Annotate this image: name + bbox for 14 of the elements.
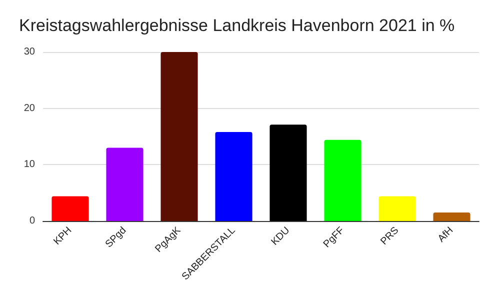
bar bbox=[215, 132, 252, 221]
bar bbox=[160, 52, 198, 221]
bar bbox=[270, 124, 307, 221]
bar bbox=[324, 140, 362, 221]
x-tick-label: AfH bbox=[436, 225, 456, 245]
y-tick-label: 0 bbox=[29, 216, 36, 226]
bar bbox=[378, 196, 416, 221]
y-tick-label: 20 bbox=[24, 102, 36, 114]
bar bbox=[52, 196, 89, 221]
y-tick-label: 10 bbox=[24, 159, 36, 170]
chart-title: Kreistagswahlergebnisse Landkreis Havenborn 2021 in % bbox=[19, 16, 455, 35]
bar bbox=[106, 148, 144, 221]
bar bbox=[433, 212, 470, 221]
y-tick-label: 30 bbox=[24, 46, 36, 58]
